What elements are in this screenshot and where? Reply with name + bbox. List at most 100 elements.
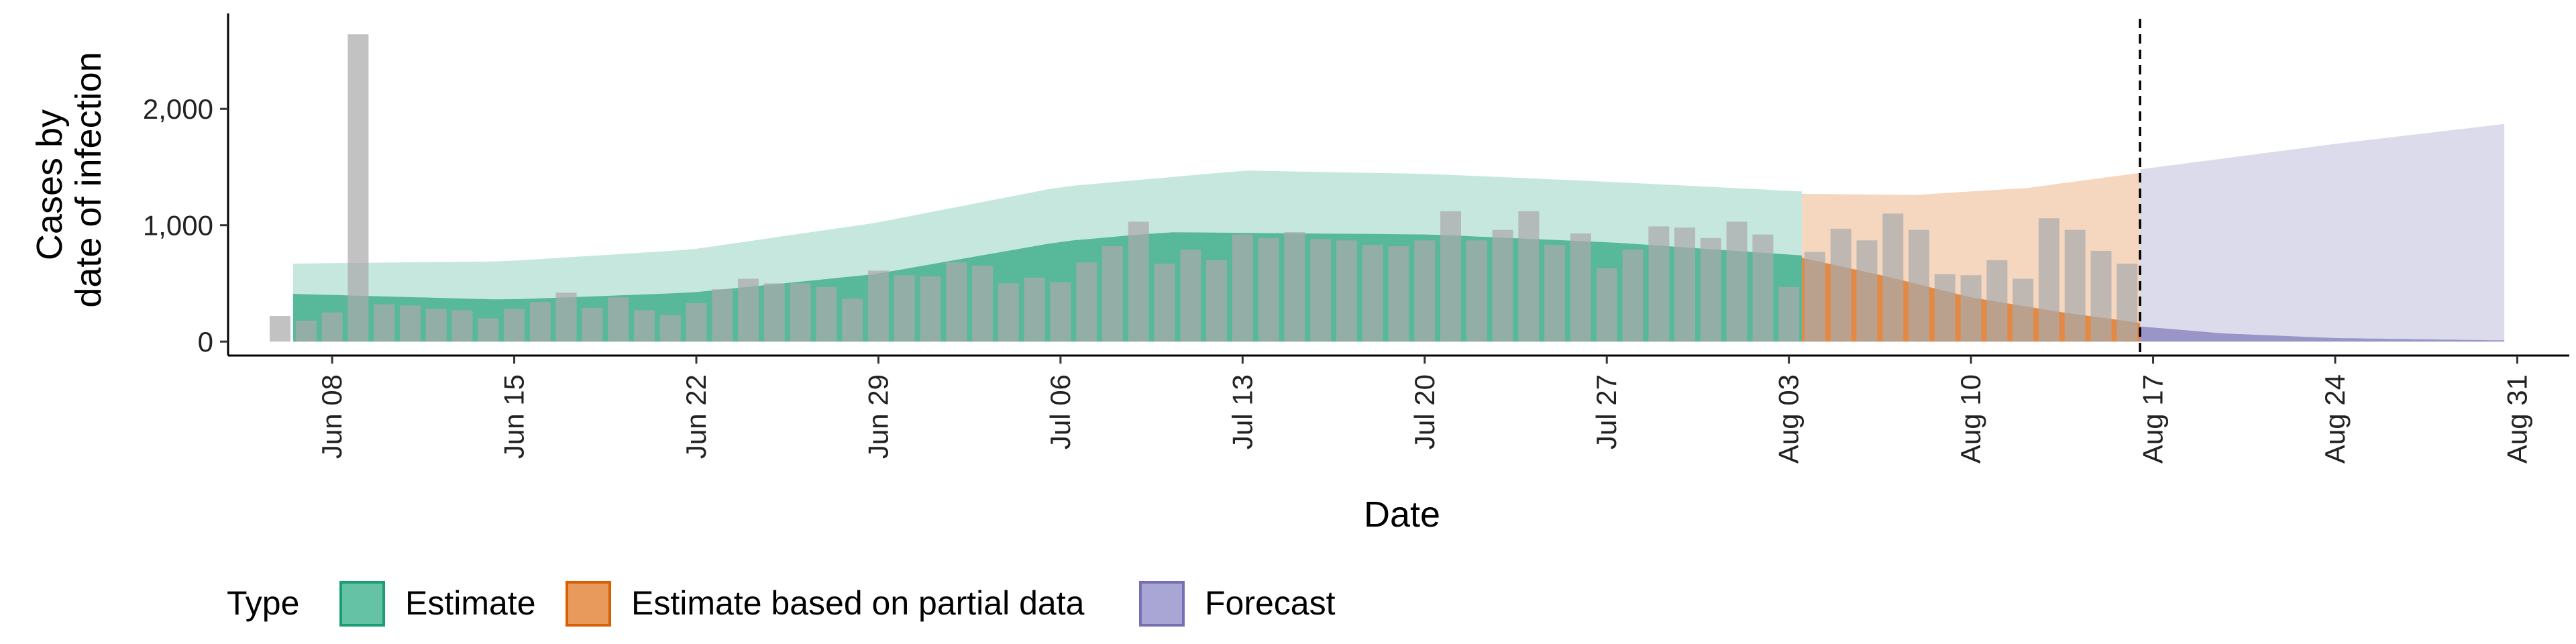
observed-case-bar <box>894 275 915 342</box>
x-tick-label: Aug 17 <box>2137 374 2169 464</box>
observed-case-bar <box>529 302 551 342</box>
x-tick-label: Aug 31 <box>2501 374 2532 464</box>
observed-case-bar <box>842 299 863 342</box>
observed-case-bar <box>998 283 1019 342</box>
x-tick-label: Jun 15 <box>498 374 530 459</box>
forecast-inner-band <box>2140 326 2505 342</box>
observed-case-bar <box>1258 237 1279 342</box>
observed-case-bar <box>451 310 473 342</box>
observed-case-bar <box>1986 260 2008 342</box>
observed-case-bar <box>270 316 290 342</box>
observed-case-bar <box>1934 274 1955 342</box>
observed-case-bar <box>2038 218 2059 342</box>
observed-case-bar <box>738 278 759 342</box>
observed-case-bar <box>2064 229 2086 342</box>
observed-case-bar <box>1440 211 1461 342</box>
y-axis-title: Cases by date of infection <box>30 52 109 307</box>
observed-case-bar <box>1856 240 1878 342</box>
legend-title: Type <box>227 584 299 622</box>
observed-case-bar <box>1752 234 1774 342</box>
legend-swatch-estimate <box>339 581 385 627</box>
y-axis-title-line-1: Cases by <box>30 109 70 260</box>
observed-case-bar <box>374 304 395 342</box>
observed-case-bar <box>347 34 369 342</box>
x-axis-title: Date <box>1364 494 1440 535</box>
legend-label-estimate-based-on-partial-data: Estimate based on partial data <box>631 584 1085 622</box>
observed-case-bar <box>816 286 837 342</box>
observed-case-bar <box>425 309 447 342</box>
observed-case-bar <box>1154 264 1175 342</box>
observed-case-bar <box>1830 228 1851 342</box>
observed-case-bar <box>608 297 629 342</box>
observed-case-bar <box>504 309 525 342</box>
legend-label-forecast: Forecast <box>1205 584 1336 622</box>
legend-swatch-forecast <box>1139 581 1185 627</box>
observed-case-bar <box>1674 227 1695 342</box>
y-tick-label: 1,000 <box>143 210 213 241</box>
y-tick-label: 2,000 <box>143 93 213 125</box>
legend: Type Estimate Estimate based on partial d… <box>227 581 1336 627</box>
observed-case-bar <box>2012 278 2034 342</box>
observed-case-bar <box>1648 226 1670 342</box>
observed-case-bar <box>1388 246 1409 342</box>
observed-case-bar <box>1726 221 1748 342</box>
observed-case-bar <box>1284 232 1305 342</box>
legend-label-estimate: Estimate <box>405 584 536 622</box>
observed-case-bar <box>1414 240 1436 342</box>
observed-case-bar <box>867 270 889 342</box>
observed-case-bar <box>1362 245 1383 342</box>
x-tick-label: Jun 08 <box>316 374 347 459</box>
observed-case-bar <box>972 266 993 342</box>
forecast-outer-band <box>2140 123 2505 342</box>
observed-case-bar <box>1206 260 1227 342</box>
observed-case-bars <box>270 34 2138 342</box>
observed-case-bar <box>659 315 681 342</box>
observed-case-bar <box>1336 240 1357 342</box>
observed-case-bar <box>1778 286 1800 342</box>
x-axis-ticks: Jun 08 Jun 15 Jun 22 Jun 29 Jul 06 Jul 13 Jul … <box>316 356 2532 464</box>
observed-case-bar <box>790 283 811 342</box>
observed-case-bar <box>1232 234 1253 342</box>
observed-case-bar <box>1882 213 1904 342</box>
observed-case-bar <box>1102 246 1123 342</box>
y-tick-label: 0 <box>198 326 213 358</box>
legend-swatch-estimate-based-on-partial-data <box>566 581 611 627</box>
observed-case-bar <box>1518 211 1540 342</box>
x-tick-label: Jul 27 <box>1591 374 1622 449</box>
observed-case-bar <box>2116 264 2138 342</box>
observed-case-bar <box>295 321 317 342</box>
axes <box>227 13 2569 357</box>
observed-case-bar <box>1492 229 1513 342</box>
observed-case-bar <box>920 276 941 342</box>
observed-case-bar <box>1596 268 1617 342</box>
observed-case-bar <box>1804 252 1825 342</box>
observed-case-bar <box>1128 221 1149 342</box>
observed-case-bar <box>399 305 421 342</box>
observed-case-bar <box>1960 275 1982 342</box>
observed-case-bar <box>1622 250 1644 342</box>
observed-case-bar <box>763 283 785 342</box>
x-tick-label: Jul 20 <box>1409 374 1440 449</box>
observed-case-bar <box>321 312 343 342</box>
observed-case-bar <box>2090 250 2112 342</box>
observed-case-bar <box>1310 239 1332 342</box>
x-tick-label: Jun 29 <box>862 374 894 459</box>
x-tick-label: Aug 24 <box>2319 374 2351 464</box>
observed-case-bar <box>1180 250 1201 342</box>
y-axis-title-line-2: date of infection <box>68 52 109 307</box>
observed-case-bar <box>1570 233 1591 342</box>
observed-case-bar <box>1544 245 1566 342</box>
x-tick-label: Jul 13 <box>1226 374 1258 449</box>
x-tick-label: Jul 06 <box>1044 374 1076 449</box>
observed-case-bar <box>633 310 655 342</box>
observed-case-bar <box>686 303 707 342</box>
observed-case-bar <box>1466 240 1487 342</box>
observed-case-bar <box>946 262 967 342</box>
observed-case-bar <box>1050 282 1071 342</box>
x-tick-label: Jun 22 <box>680 374 712 459</box>
x-tick-label: Aug 10 <box>1955 374 1986 464</box>
observed-case-bar <box>1909 229 1929 342</box>
y-axis-ticks: 0 1,000 2,000 <box>143 93 228 358</box>
observed-case-bar <box>712 289 733 342</box>
